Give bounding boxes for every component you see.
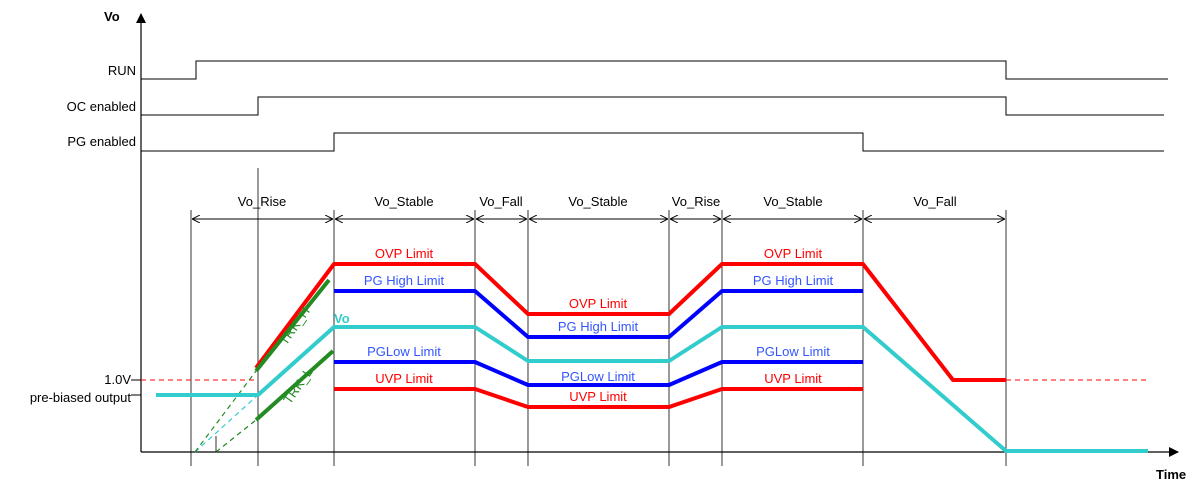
- pg-low-limit-label: PGLow Limit: [561, 369, 635, 384]
- phase-boundaries: [190, 168, 1007, 466]
- phase-label: Vo_Fall: [913, 194, 956, 209]
- ovp-limit-label: OVP Limit: [764, 246, 823, 261]
- pg-high-limit-label: PG High Limit: [753, 273, 834, 288]
- trk-h-extrapolation-dashed: [194, 370, 257, 453]
- uvp-limit-label: UVP Limit: [764, 371, 822, 386]
- ovp-limit-trace: [254, 262, 1006, 382]
- uvp-limit-label: UVP Limit: [569, 389, 627, 404]
- phase-labels: Vo_Rise Vo_Stable Vo_Fall Vo_Stable Vo_R…: [238, 194, 957, 209]
- phase-label: Vo_Fall: [479, 194, 522, 209]
- phase-label: Vo_Rise: [672, 194, 720, 209]
- trk-l-trace: [254, 349, 335, 422]
- pg-high-limit-label: PG High Limit: [558, 319, 639, 334]
- pg-low-limit-label: PGLow Limit: [756, 344, 830, 359]
- pg-low-limit-label: PGLow Limit: [367, 344, 441, 359]
- trk-l-extrapolation-dashed: [215, 419, 257, 453]
- trk-h-label: TRK_H: [276, 304, 313, 348]
- vo-trace-label: Vo: [334, 311, 350, 326]
- level-label-1v: 1.0V: [104, 372, 131, 387]
- pg-high-limit-label: PG High Limit: [364, 273, 445, 288]
- signal-pg-enabled: PG enabled: [67, 132, 1164, 152]
- phase-label: Vo_Rise: [238, 194, 286, 209]
- phase-label: Vo_Stable: [763, 194, 822, 209]
- signal-waveform: [141, 132, 1164, 152]
- y-axis-label: Vo: [104, 9, 120, 24]
- signal-waveform: [141, 60, 1168, 80]
- phase-label: Vo_Stable: [568, 194, 627, 209]
- vo-trace: [156, 325, 1148, 453]
- signal-label: PG enabled: [67, 134, 136, 149]
- ovp-limit-label: OVP Limit: [375, 246, 434, 261]
- pg-low-limit-trace: [334, 360, 863, 387]
- signal-waveform: [141, 96, 1164, 116]
- uvp-limit-trace: [334, 387, 863, 409]
- phase-label: Vo_Stable: [374, 194, 433, 209]
- x-axis-label: Time: [1156, 467, 1186, 482]
- uvp-limit-label: UVP Limit: [375, 371, 433, 386]
- signal-label: RUN: [108, 63, 136, 78]
- signal-run: RUN: [108, 60, 1168, 80]
- pg-high-limit-trace: [334, 289, 863, 339]
- level-label-prebias: pre-biased output: [30, 390, 132, 405]
- signal-label: OC enabled: [67, 99, 136, 114]
- signal-oc-enabled: OC enabled: [67, 96, 1164, 116]
- trk-h-trace: [254, 278, 331, 373]
- ovp-limit-label: OVP Limit: [569, 296, 628, 311]
